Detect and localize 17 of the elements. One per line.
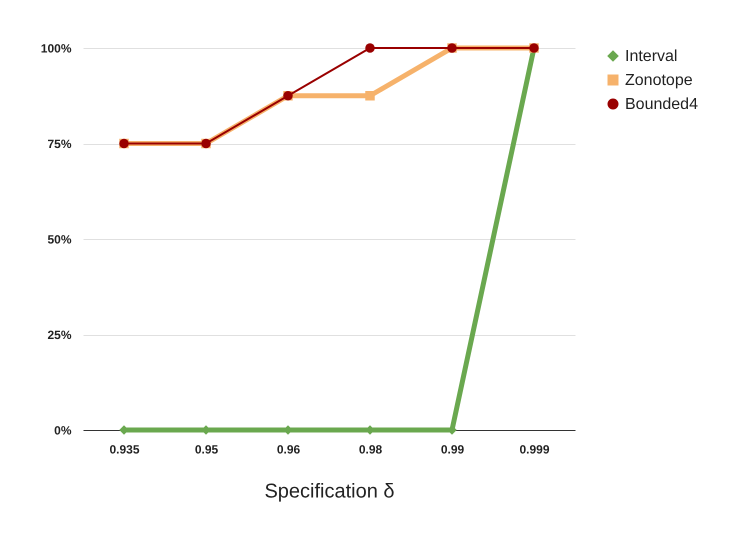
x-tick-label: 0.95 [194,442,218,456]
point [365,43,375,53]
y-tick-label: 50% [47,232,72,246]
y-tick-label: 25% [47,328,72,342]
y-tick-label: 100% [40,42,72,56]
x-tick-label: 0.999 [519,442,550,456]
x-tick-label: 0.96 [276,442,300,456]
x-tick-label: 0.935 [109,442,140,456]
x-axis-title: Specification δ [264,480,395,502]
point [365,91,375,100]
legend-label: Bounded4 [625,96,698,113]
legend-label: Interval [625,48,678,65]
y-tick-label: 0% [54,424,72,438]
legend-label: Zonotope [625,72,693,89]
x-tick-label: 0.99 [440,442,464,456]
x-tick-label: 0.98 [358,442,382,456]
y-tick-label: 75% [47,137,72,151]
